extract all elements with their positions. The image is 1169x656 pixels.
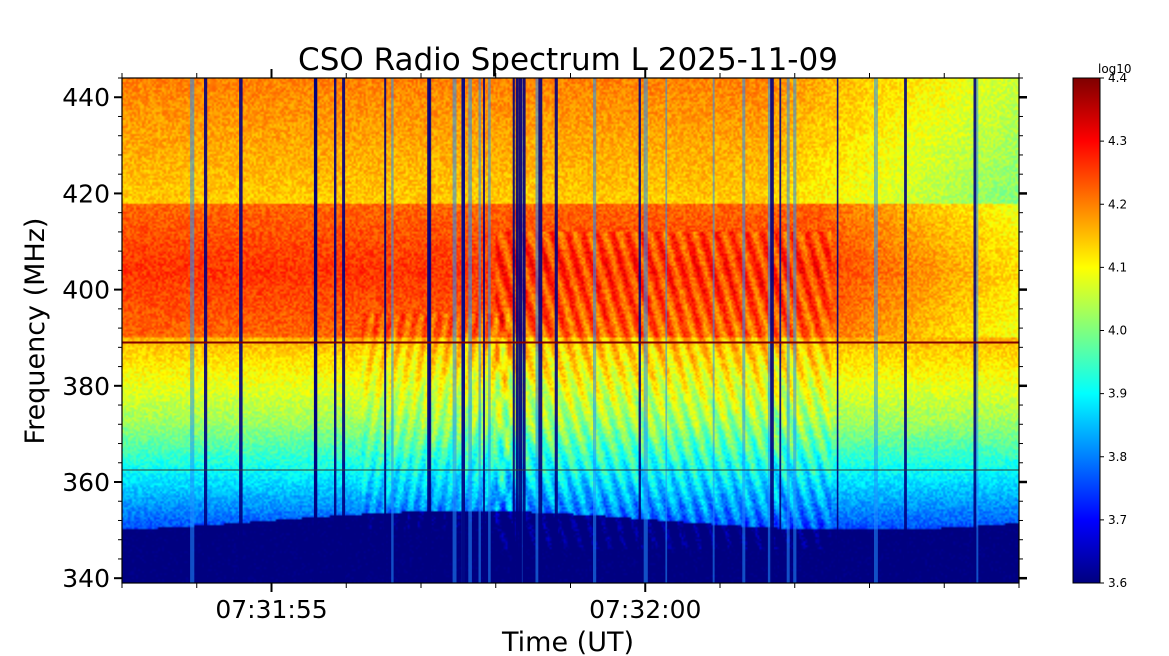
- dark-column: [904, 78, 907, 583]
- dark-column: [512, 78, 515, 583]
- colorbar-label: log10: [1098, 62, 1132, 76]
- dark-column: [427, 78, 430, 583]
- dark-column: [665, 78, 668, 583]
- dark-column: [836, 78, 839, 583]
- y-tick-label: 380: [62, 372, 110, 401]
- x-axis: 07:31:55 07:32:00: [121, 69, 1020, 624]
- colorbar-ticks: 3.6 3.7 3.8 3.9 4.0 4.1 4.2 4.3 4.4: [1100, 71, 1127, 590]
- dark-column: [793, 78, 797, 583]
- dark-column: [779, 78, 782, 583]
- colorbar-tick-label: 4.4: [1108, 71, 1127, 85]
- dark-column: [973, 78, 977, 583]
- dark-column: [190, 78, 195, 583]
- dark-column: [535, 78, 539, 583]
- colorbar-tick-label: 4.3: [1108, 134, 1127, 148]
- colorbar-tick-label: 3.6: [1108, 576, 1127, 590]
- y-tick-label: 420: [62, 179, 110, 208]
- dark-column: [452, 78, 457, 583]
- dark-column: [342, 78, 346, 583]
- dark-column: [391, 78, 394, 583]
- dark-column: [874, 78, 878, 583]
- y-axis: 340 360 380 400 420 440: [62, 77, 1027, 593]
- colorbar-tick-label: 3.8: [1108, 450, 1127, 464]
- spectrogram-horizontal-lines: [122, 341, 1019, 471]
- dark-column: [554, 78, 558, 583]
- colorbar-tick-label: 3.7: [1108, 513, 1127, 527]
- dark-column: [638, 78, 641, 583]
- dark-column: [538, 78, 543, 583]
- colorbar-tick-label: 4.0: [1108, 324, 1127, 338]
- colorbar-gradient: [1072, 77, 1101, 584]
- dark-column: [313, 78, 317, 583]
- y-tick-label: 360: [62, 468, 110, 497]
- dark-column: [483, 78, 485, 583]
- plot-area: [121, 77, 1020, 584]
- x-tick-label: 07:31:55: [215, 595, 327, 624]
- dark-column: [204, 78, 208, 583]
- y-tick-label: 340: [62, 564, 110, 593]
- spectrogram-dark-columns: [190, 78, 979, 583]
- dark-column: [461, 78, 465, 583]
- dark-column: [518, 78, 523, 583]
- dark-column: [334, 78, 337, 583]
- spectrogram-heatmap: [122, 78, 1019, 583]
- dark-column: [522, 78, 526, 583]
- colorbar-tick-label: 4.1: [1108, 260, 1127, 274]
- dark-column: [712, 78, 715, 583]
- dark-column: [239, 78, 243, 583]
- dark-column: [976, 78, 979, 583]
- dark-column: [478, 78, 481, 583]
- colorbar: log10 3.6 3.7 3.8 3.9 4.0 4.1 4.2 4.3 4.4: [1072, 62, 1132, 590]
- dark-column: [468, 78, 472, 583]
- dark-column: [488, 78, 491, 583]
- dark-column: [643, 78, 648, 583]
- dark-column: [770, 78, 774, 583]
- dark-column: [742, 78, 746, 583]
- chart-title: CSO Radio Spectrum L 2025-11-09: [298, 42, 838, 78]
- dark-column: [515, 78, 519, 583]
- x-tick-label: 07:32:00: [589, 595, 701, 624]
- dark-column: [384, 78, 387, 583]
- y-tick-label: 440: [62, 83, 110, 112]
- colorbar-tick-label: 3.9: [1108, 387, 1127, 401]
- y-tick-label: 400: [62, 276, 110, 305]
- dark-column: [428, 78, 432, 583]
- dark-column: [786, 78, 790, 583]
- x-axis-label: Time (UT): [501, 627, 634, 656]
- colorbar-tick-label: 4.2: [1108, 197, 1127, 211]
- dark-column: [767, 78, 772, 583]
- y-axis-label: Frequency (MHz): [20, 218, 51, 445]
- dark-column: [593, 78, 597, 583]
